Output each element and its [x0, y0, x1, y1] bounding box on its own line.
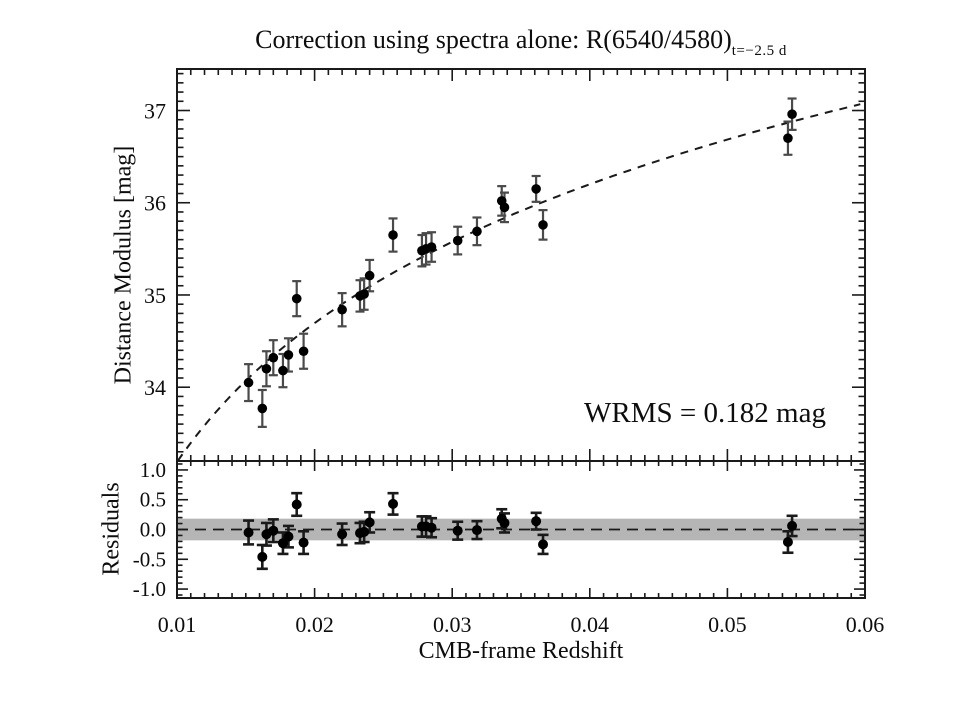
- residual-y-tick-label: 0.5: [140, 488, 166, 512]
- residual-y-tick-label: -1.0: [133, 577, 166, 601]
- residual-y-tick-label: 0.0: [140, 518, 166, 542]
- data-points-main: [243, 109, 797, 414]
- x-tick-label: 0.05: [708, 612, 747, 637]
- fit-curve: [176, 103, 861, 462]
- residual-y-tick-label: 1.0: [140, 458, 166, 482]
- main-y-tick-label: 37: [144, 99, 166, 124]
- x-tick-label: 0.02: [295, 612, 334, 637]
- figure-title-subscript: t=−2.5 d: [731, 43, 787, 59]
- x-tick-label: 0.06: [846, 612, 885, 637]
- main-y-tick-label: 35: [144, 283, 166, 308]
- error-bars-main: [244, 97, 797, 428]
- wrms-annotation: WRMS = 0.182 mag: [584, 397, 826, 429]
- error-bars-residuals: [243, 491, 798, 571]
- x-tick-label: 0.01: [158, 612, 197, 637]
- figure-title-main: Correction using spectra alone: R(6540/4…: [255, 25, 732, 54]
- main-y-tick-label: 36: [144, 191, 166, 216]
- data-points-residuals: [243, 498, 798, 562]
- residual-y-tick-label: -0.5: [133, 547, 166, 571]
- x-tick-label: 0.03: [433, 612, 472, 637]
- axis-ticks: [176, 69, 866, 598]
- panel-frames: [176, 68, 866, 599]
- x-axis-label-redshift: CMB-frame Redshift: [418, 638, 624, 664]
- x-tick-label: 0.04: [571, 612, 610, 637]
- tick-labels: 0.01 0.02 0.03 0.04 0.05 0.06 34 35 36 37 -1.0 -0.5…: [133, 99, 885, 637]
- main-y-tick-label: 34: [144, 375, 166, 400]
- figure-title: Correction using spectra alone: R(6540/4…: [137, 25, 905, 60]
